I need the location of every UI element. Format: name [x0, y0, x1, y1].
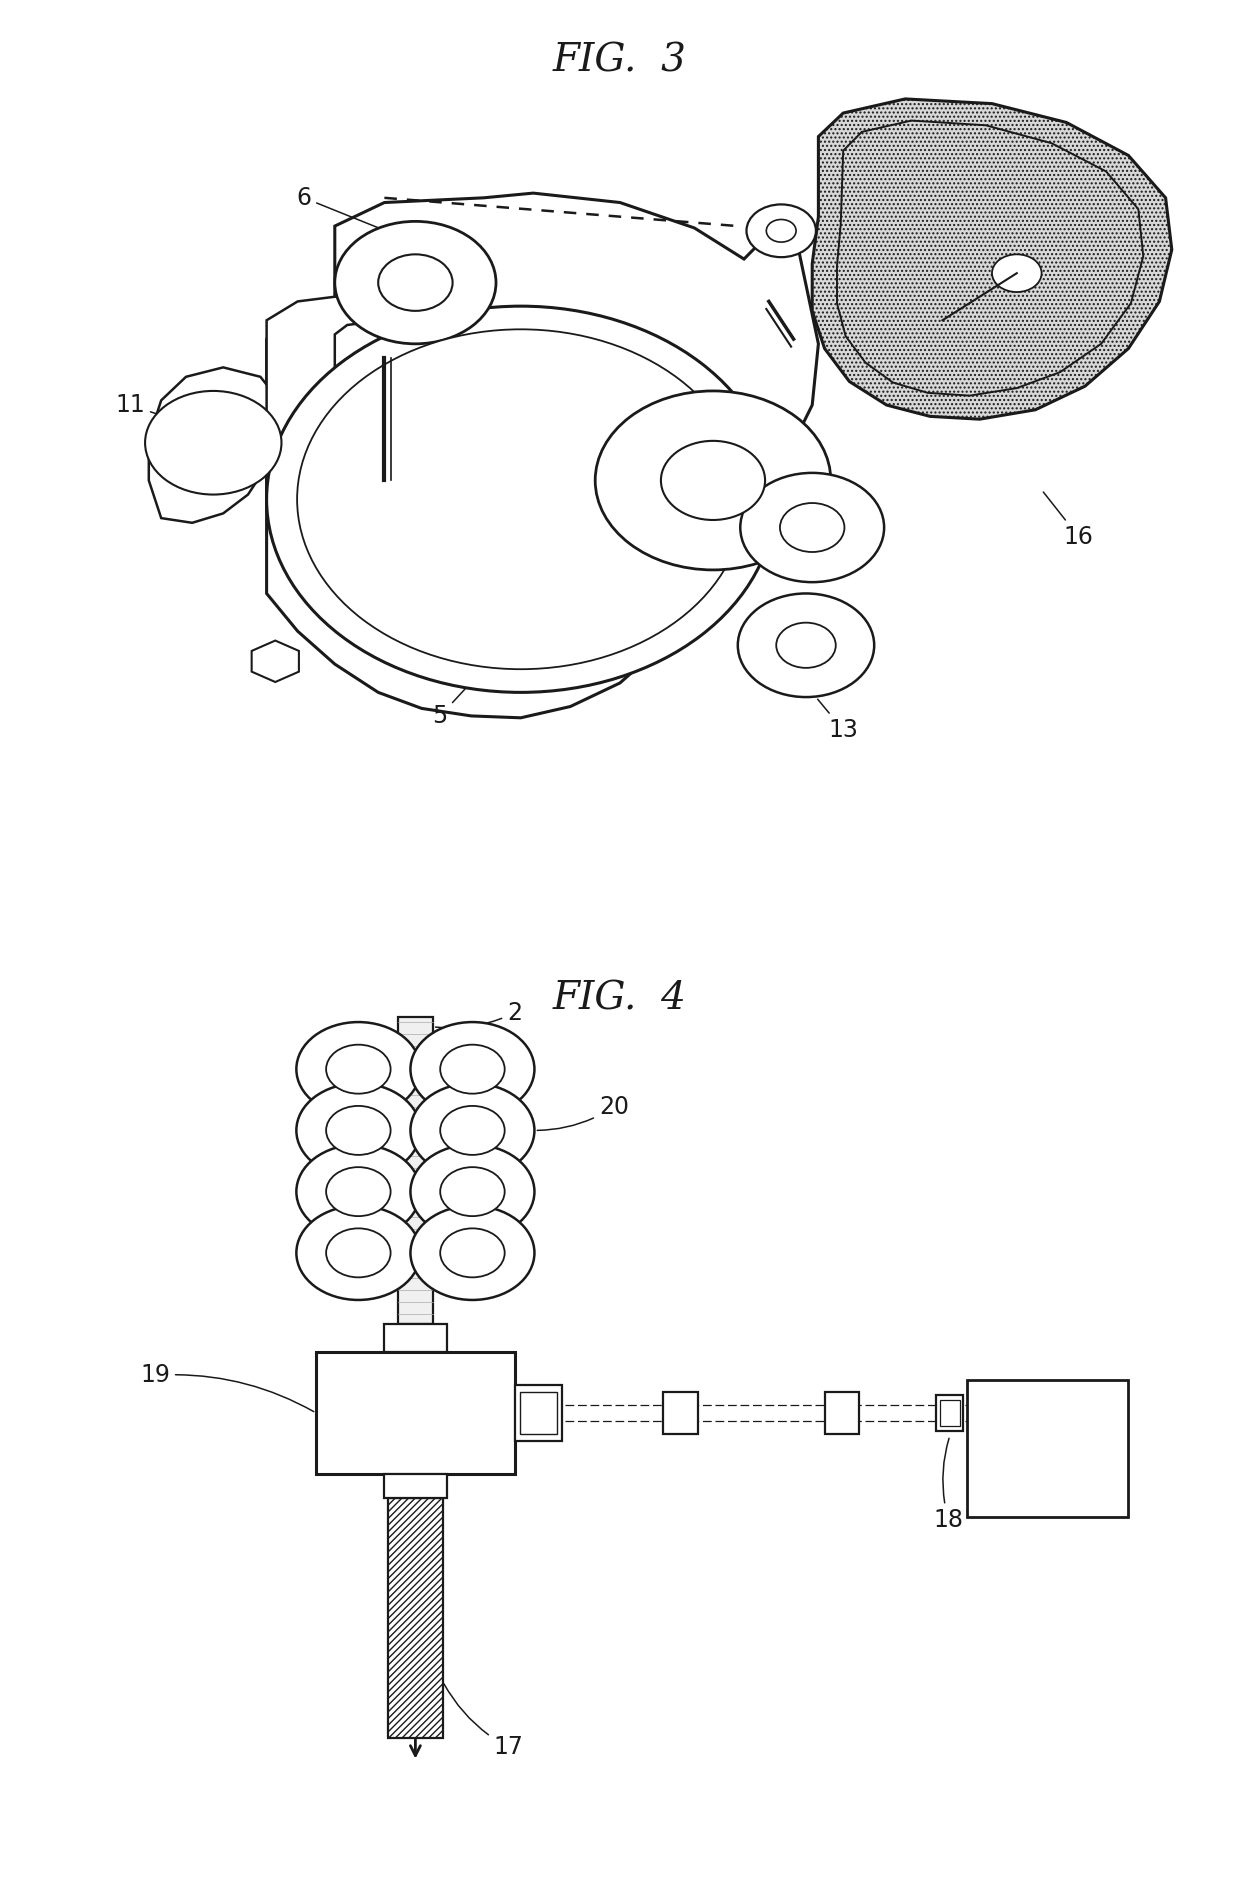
Circle shape — [440, 1168, 505, 1217]
Polygon shape — [267, 296, 384, 490]
Circle shape — [440, 1106, 505, 1155]
Circle shape — [776, 622, 836, 667]
Circle shape — [326, 1168, 391, 1217]
Circle shape — [378, 254, 453, 311]
Text: 13: 13 — [817, 699, 858, 742]
Text: FIG.  3: FIG. 3 — [553, 43, 687, 79]
Circle shape — [738, 593, 874, 697]
FancyBboxPatch shape — [663, 1392, 698, 1434]
Circle shape — [746, 205, 816, 256]
Text: 6: 6 — [296, 187, 407, 239]
Circle shape — [440, 1044, 505, 1093]
FancyBboxPatch shape — [825, 1392, 859, 1434]
Circle shape — [766, 219, 796, 243]
FancyBboxPatch shape — [384, 1323, 446, 1353]
Circle shape — [296, 1083, 420, 1178]
Circle shape — [296, 1206, 420, 1300]
FancyBboxPatch shape — [936, 1394, 963, 1432]
Circle shape — [326, 1106, 391, 1155]
Text: 16: 16 — [1043, 492, 1094, 548]
Polygon shape — [252, 641, 299, 682]
Text: 7: 7 — [625, 586, 687, 671]
Circle shape — [780, 503, 844, 552]
FancyBboxPatch shape — [384, 1473, 446, 1498]
FancyBboxPatch shape — [967, 1379, 1128, 1517]
Text: 17: 17 — [444, 1684, 523, 1760]
Circle shape — [326, 1044, 391, 1093]
FancyBboxPatch shape — [388, 1498, 443, 1737]
Circle shape — [326, 1228, 391, 1277]
Circle shape — [267, 307, 775, 691]
FancyBboxPatch shape — [316, 1353, 515, 1473]
Text: 5: 5 — [433, 671, 481, 727]
FancyBboxPatch shape — [515, 1385, 562, 1441]
Circle shape — [740, 473, 884, 582]
Circle shape — [595, 392, 831, 571]
Circle shape — [410, 1083, 534, 1178]
Polygon shape — [267, 194, 818, 718]
Polygon shape — [812, 98, 1172, 420]
Circle shape — [145, 392, 281, 495]
FancyBboxPatch shape — [520, 1392, 557, 1434]
Text: 11: 11 — [115, 394, 227, 437]
Circle shape — [440, 1228, 505, 1277]
Circle shape — [335, 220, 496, 343]
Circle shape — [298, 330, 744, 669]
Text: 2: 2 — [435, 1000, 522, 1029]
FancyBboxPatch shape — [398, 1017, 433, 1323]
Text: 19: 19 — [140, 1364, 314, 1411]
FancyBboxPatch shape — [940, 1400, 960, 1426]
Circle shape — [410, 1144, 534, 1240]
Polygon shape — [149, 367, 279, 522]
Text: FIG.  4: FIG. 4 — [553, 980, 687, 1017]
Circle shape — [296, 1021, 420, 1115]
Circle shape — [992, 254, 1042, 292]
Text: 20: 20 — [537, 1095, 629, 1130]
Circle shape — [410, 1021, 534, 1115]
Text: 18: 18 — [934, 1437, 963, 1532]
Circle shape — [661, 441, 765, 520]
Circle shape — [410, 1206, 534, 1300]
Circle shape — [296, 1144, 420, 1240]
